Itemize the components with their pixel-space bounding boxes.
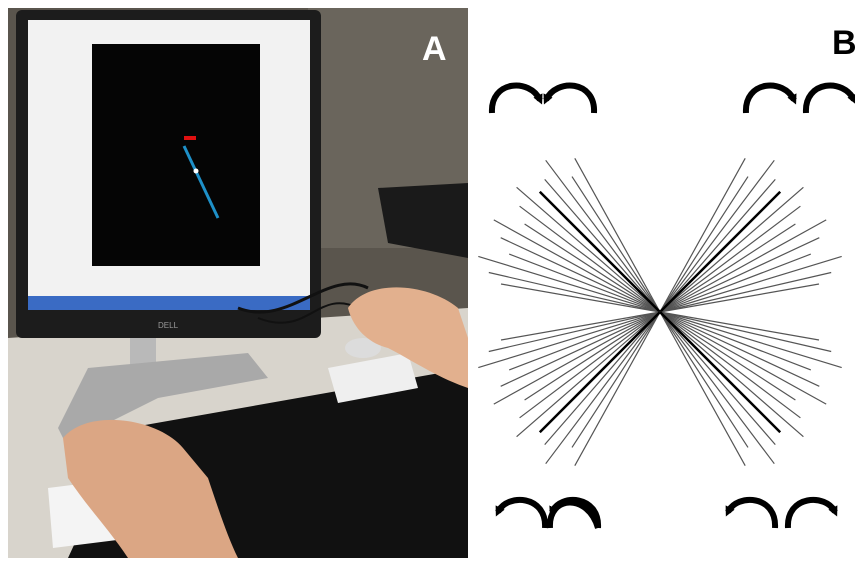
direction-ray [500, 283, 661, 313]
converging-arrows-icon [488, 82, 598, 114]
main-diagonal-ray [538, 311, 661, 434]
task-display [92, 44, 260, 266]
direction-ray [544, 179, 661, 313]
photo-panel-a: DELL A [8, 8, 468, 558]
direction-ray [659, 311, 812, 371]
diverging-arrows-icon [495, 496, 602, 530]
direction-ray [500, 311, 661, 387]
direction-ray [659, 253, 812, 313]
direction-ray [574, 311, 661, 466]
direction-ray [659, 283, 820, 313]
direction-ray [659, 223, 796, 313]
direction-ray [659, 271, 832, 313]
direction-ray [488, 311, 661, 353]
direction-ray [571, 311, 661, 448]
left-hand [63, 419, 238, 558]
main-diagonal-ray [659, 311, 782, 434]
direction-ray [545, 159, 661, 313]
direction-ray [659, 311, 832, 353]
direction-ray [659, 311, 775, 465]
direction-ray [659, 311, 804, 438]
direction-ray [659, 311, 746, 466]
main-diagonal-ray [538, 190, 661, 313]
direction-ray [516, 186, 661, 313]
direction-ray [659, 311, 842, 369]
direction-ray [524, 223, 661, 313]
direction-ray [659, 311, 796, 401]
direction-ray [524, 311, 661, 401]
cursor-line [182, 145, 220, 219]
direction-ray [659, 311, 820, 341]
direction-ray [659, 219, 827, 313]
direction-ray [659, 205, 801, 313]
direction-ray [659, 311, 820, 387]
direction-ray [659, 311, 776, 445]
direction-ray [519, 311, 661, 419]
direction-ray [659, 159, 775, 313]
right-hand [348, 287, 468, 388]
direction-ray [493, 219, 661, 313]
direction-ray [659, 311, 801, 419]
diagram-panel-b: B [470, 0, 855, 561]
direction-ray [659, 186, 804, 313]
panel-b-label: B [832, 24, 855, 62]
direction-ray [659, 311, 827, 405]
direction-ray [519, 205, 661, 313]
right-joystick [345, 338, 381, 358]
direction-ray [508, 253, 661, 313]
monitor-brand-label: DELL [158, 321, 179, 330]
counterclockwise-arrows-icon [725, 496, 838, 529]
clockwise-arrows-icon [742, 82, 855, 114]
target-direction-diagram [478, 82, 855, 530]
direction-ray [545, 311, 661, 465]
direction-rays [478, 158, 842, 466]
direction-ray [516, 311, 661, 438]
direction-ray [493, 311, 661, 405]
direction-ray [478, 255, 661, 313]
keyboard [378, 183, 468, 258]
direction-ray [659, 237, 820, 313]
direction-ray [659, 176, 749, 313]
direction-ray [659, 311, 749, 448]
direction-ray [500, 311, 661, 341]
direction-ray [659, 179, 776, 313]
monitor-stand [58, 353, 268, 448]
target-marker [184, 136, 196, 140]
setup-photo: DELL [8, 8, 468, 558]
panel-a-label: A [422, 30, 447, 68]
direction-ray [659, 158, 746, 313]
direction-ray [659, 255, 842, 313]
direction-ray [488, 271, 661, 313]
direction-ray [478, 311, 661, 369]
direction-ray [508, 311, 661, 371]
main-diagonal-ray [659, 190, 782, 313]
direction-ray [544, 311, 661, 445]
direction-ray [571, 176, 661, 313]
direction-ray [500, 237, 661, 313]
direction-ray [574, 158, 661, 313]
